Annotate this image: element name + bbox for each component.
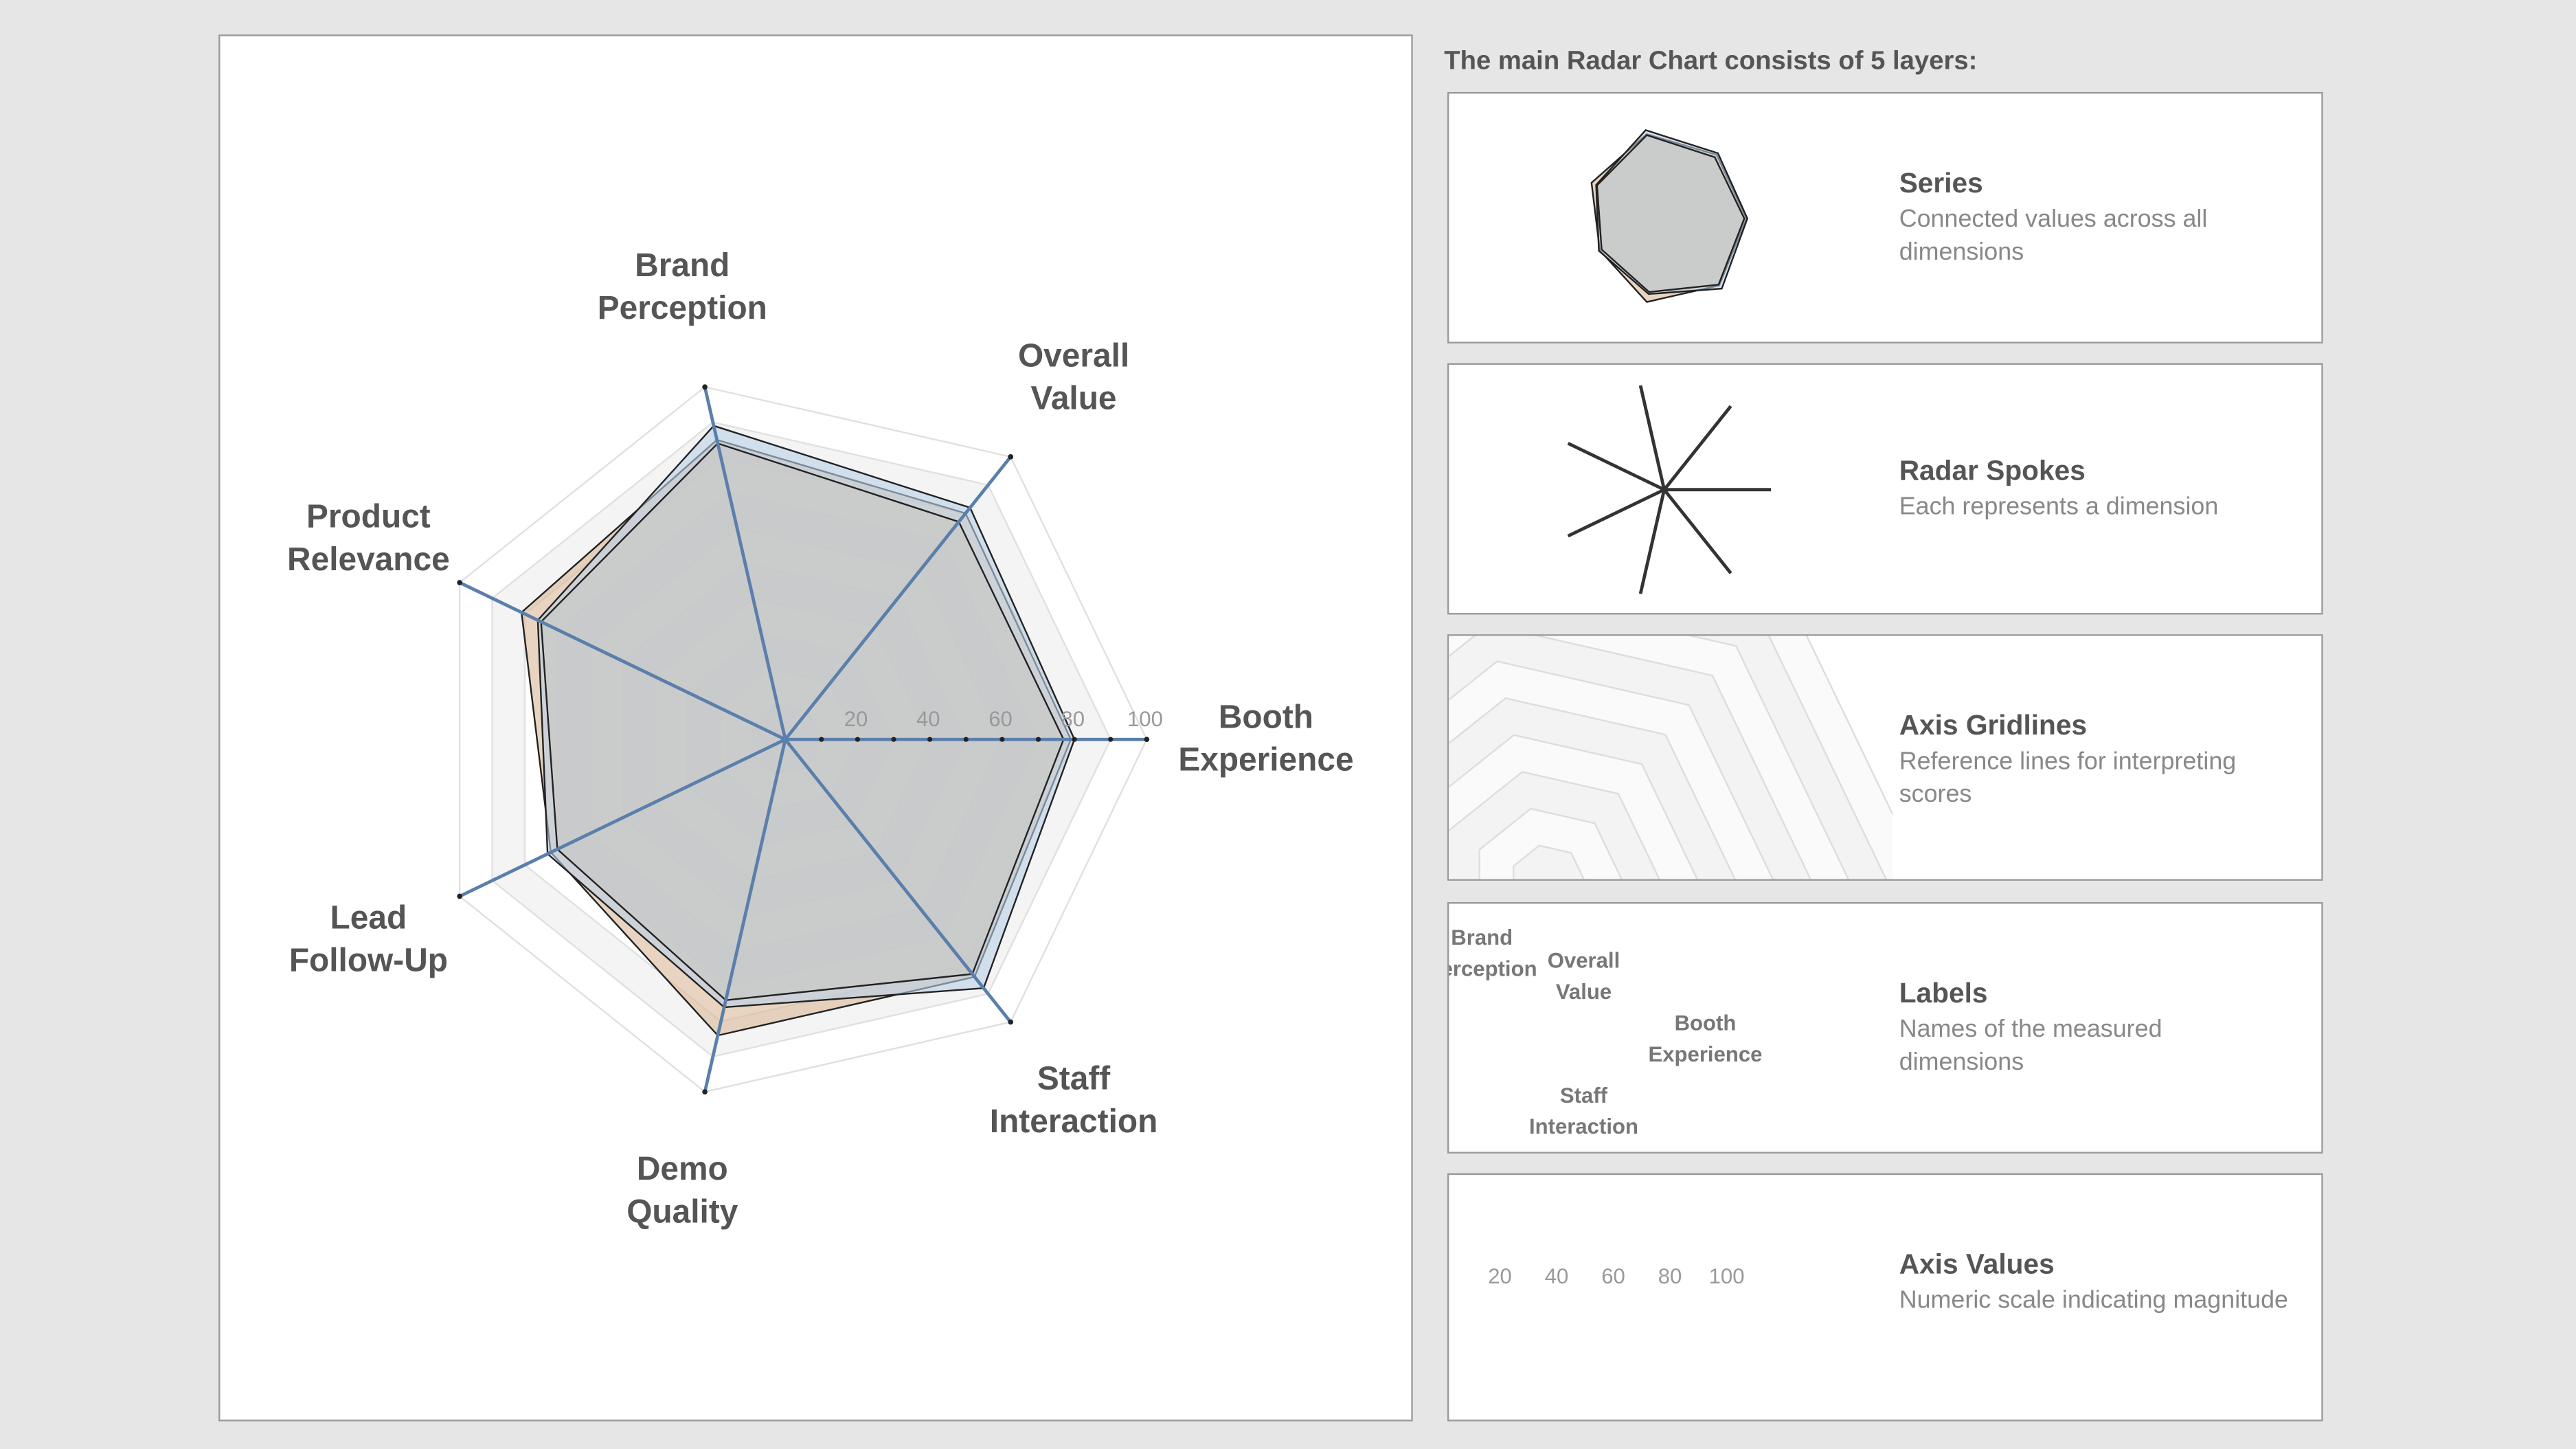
axis-tick-dot [1072, 737, 1077, 742]
spoke-thumb-line [1567, 488, 1665, 538]
axis-tick-label: 60 [988, 707, 1013, 731]
series-thumbnail [1590, 129, 1748, 303]
axis-tick-dot [1144, 737, 1149, 742]
axis-tick-dot [855, 737, 861, 742]
series-area [540, 442, 1065, 1002]
radar-chart: 20 40 60 80 100 [457, 384, 1163, 1095]
spoke-thumb-line [1662, 405, 1732, 491]
spoke-thumb-line [1638, 489, 1667, 594]
spoke-end-dot [702, 1089, 708, 1095]
axis-label: Lead Follow-Up [289, 901, 448, 980]
axis-label: Brand Perception [597, 249, 767, 328]
axis-tick-label: 100 [1127, 707, 1163, 731]
axis-tick-dot [1035, 737, 1041, 742]
axis-values-thumbnail: 20 40 60 80 100 [1449, 1175, 1893, 1419]
axis-label: Staff Interaction [989, 1062, 1158, 1141]
radar-chart-panel: 20 40 60 80 100 Booth Experience Staff Intera… [218, 34, 1413, 1422]
spoke-end-dot [457, 893, 462, 899]
axis-tick-label: 40 [916, 707, 940, 731]
card-desc: Each represents a dimension [1899, 493, 2219, 521]
spoke-thumb-line [1662, 488, 1732, 574]
axis-tick-label: 20 [844, 707, 868, 731]
axis-tick-dot [1108, 737, 1114, 742]
radar-spoke [703, 739, 787, 1092]
axis-tick-dot [891, 737, 896, 742]
axis-label: Overall Value [1017, 338, 1130, 418]
radar-spoke [459, 581, 787, 741]
spoke-thumb-line [1567, 442, 1665, 491]
card-title: Labels [1899, 978, 1988, 1009]
label-sample: Staff Interaction [1529, 1083, 1638, 1139]
card-title: Axis Values [1899, 1248, 2055, 1281]
radar-spoke [784, 456, 1013, 741]
radar-spoke [703, 386, 787, 740]
label-sample: Booth Experience [1648, 1010, 1763, 1067]
series-thumb-area [1596, 134, 1745, 293]
card-title: Series [1899, 167, 1983, 199]
spoke-end-dot [1008, 454, 1014, 460]
axis-value-sample: 80 [1658, 1263, 1682, 1289]
card-desc: Names of the measured dimensions [1899, 1015, 2162, 1077]
spoke-end-dot [1008, 1019, 1014, 1025]
spokes-thumbnail [1567, 385, 1772, 594]
card-title: Radar Spokes [1899, 455, 2086, 486]
axis-label: Demo Quality [626, 1151, 738, 1231]
axis-value-sample: 100 [1708, 1263, 1745, 1289]
gridlines-thumbnail [1449, 636, 1893, 879]
spoke-end-dot [702, 384, 708, 390]
axis-value-sample: 60 [1601, 1263, 1625, 1289]
axis-value-sample: 40 [1544, 1263, 1569, 1289]
axis-label: Product Relevance [287, 499, 450, 579]
axis-tick-dot [819, 737, 824, 742]
layer-card-axis-values: 20 40 60 80 100 Axis Values Numeric scale in… [1447, 1173, 2323, 1422]
label-sample: Overall Value [1547, 947, 1620, 1004]
radar-spoke [784, 738, 1013, 1024]
layer-card-series: Series Connected values across all dimen… [1447, 91, 2323, 344]
axis-tick-dot [963, 737, 969, 742]
gridline-thumb-ring [1478, 807, 1623, 879]
gridline-thumb-ring [1513, 844, 1585, 879]
layers-title: The main Radar Chart consists of 5 layer… [1444, 47, 1978, 76]
card-desc: Reference lines for interpreting scores [1899, 748, 2237, 809]
spoke-end-dot [457, 580, 462, 585]
axis-value-sample: 20 [1488, 1263, 1512, 1289]
card-desc: Connected values across all dimensions [1899, 205, 2208, 267]
spoke-thumb-line [1638, 385, 1667, 491]
axis-label: Booth Experience [1178, 699, 1354, 779]
axis-tick-label: 80 [1061, 707, 1085, 731]
card-desc: Numeric scale indicating magnitude [1899, 1286, 2289, 1315]
card-title: Axis Gridlines [1899, 710, 2088, 741]
axis-tick-dot [999, 737, 1005, 742]
axis-tick-dot [927, 737, 933, 742]
layer-card-gridlines: Axis Gridlines Reference lines for inter… [1447, 634, 2323, 881]
layer-card-spokes: Radar Spokes Each represents a dimension [1447, 363, 2323, 615]
radar-spoke [459, 738, 787, 898]
label-sample: Brand Perception [1449, 925, 1537, 981]
